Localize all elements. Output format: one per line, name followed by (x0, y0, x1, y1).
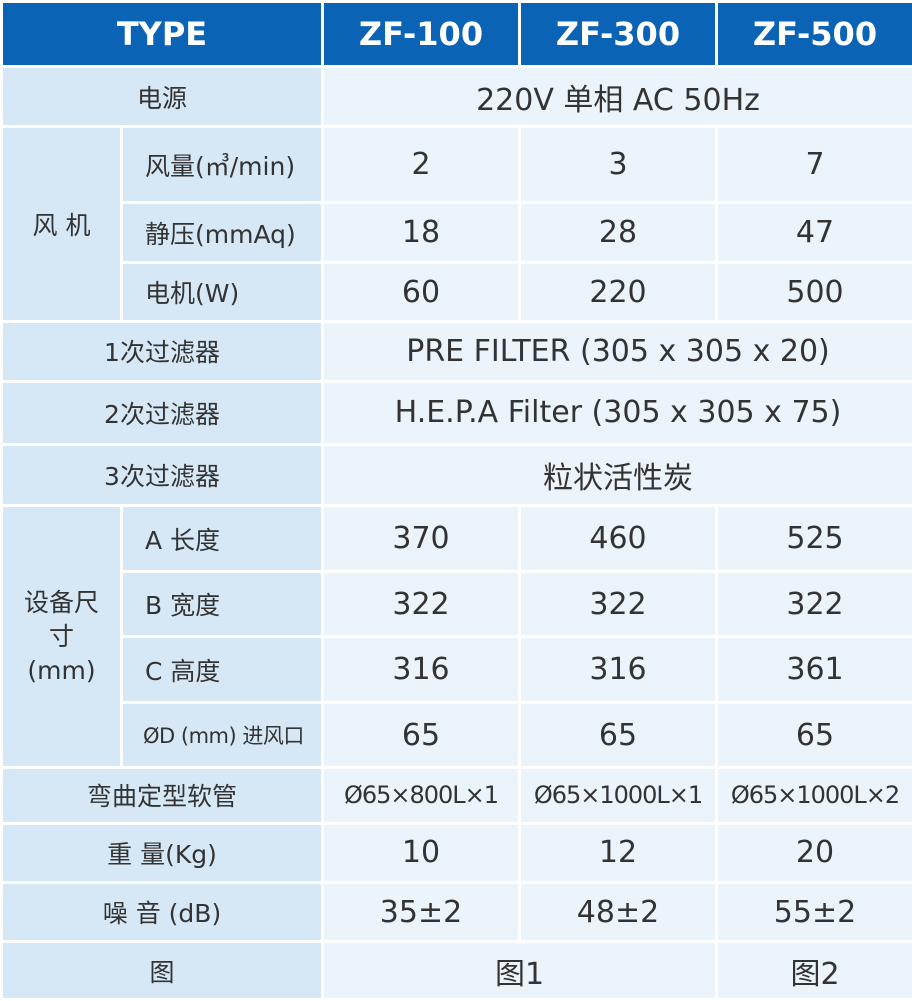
height-value: 316 (324, 638, 518, 701)
dimensions-group-label: 设备尺 寸 (mm) (3, 507, 120, 767)
length-value: 525 (718, 507, 912, 570)
model-header-zf300: ZF-300 (521, 3, 715, 66)
static-pressure-value: 18 (324, 204, 518, 261)
filter3-label: 3次过滤器 (3, 446, 321, 505)
noise-value: 35±2 (324, 884, 518, 941)
inlet-value: 65 (324, 703, 518, 767)
width-value: 322 (521, 572, 715, 636)
power-label: 电源 (3, 68, 321, 125)
filter1-value: PRE FILTER (305 x 305 x 20) (324, 323, 912, 380)
hose-label: 弯曲定型软管 (3, 769, 321, 822)
motor-label: 电机(W) (123, 263, 321, 321)
figure-row: 图 图1 图2 (3, 943, 912, 998)
noise-label: 噪 音 (dB) (3, 884, 321, 941)
inlet-value: 65 (521, 703, 715, 767)
dimensions-group-line: 寸 (48, 621, 74, 651)
inlet-value: 65 (718, 703, 912, 767)
filter1-row: 1次过滤器 PRE FILTER (305 x 305 x 20) (3, 323, 912, 380)
model-header-zf100: ZF-100 (324, 3, 518, 66)
inlet-row: ØD (mm) 进风口 65 65 65 (3, 703, 912, 767)
motor-value: 60 (324, 263, 518, 321)
height-row: C 高度 316 316 361 (3, 638, 912, 701)
static-pressure-value: 47 (718, 204, 912, 261)
width-value: 322 (324, 572, 518, 636)
filter2-value: H.E.P.A Filter (305 x 305 x 75) (324, 382, 912, 444)
model-header-zf500: ZF-500 (718, 3, 912, 66)
noise-value: 55±2 (718, 884, 912, 941)
header-row: TYPE ZF-100 ZF-300 ZF-500 (3, 3, 912, 66)
width-value: 322 (718, 572, 912, 636)
filter3-row: 3次过滤器 粒状活性炭 (3, 446, 912, 505)
airflow-row: 风 机 风量(㎥/min) 2 3 7 (3, 127, 912, 321)
noise-value: 48±2 (521, 884, 715, 941)
airflow-value: 2 (324, 127, 518, 202)
filter3-value: 粒状活性炭 (324, 446, 912, 505)
width-row: B 宽度 322 322 322 (3, 572, 912, 636)
length-value: 460 (521, 507, 715, 570)
filter1-label: 1次过滤器 (3, 323, 321, 380)
hose-value: Ø65×800L×1 (324, 769, 518, 822)
power-value: 220V 单相 AC 50Hz (324, 68, 912, 125)
static-pressure-label: 静压(mmAq) (123, 204, 321, 261)
figure-label: 图 (3, 943, 321, 998)
fan-group-label: 风 机 (3, 127, 120, 321)
weight-label: 重 量(Kg) (3, 824, 321, 882)
inlet-label: ØD (mm) 进风口 (123, 703, 321, 767)
weight-row: 重 量(Kg) 10 12 20 (3, 824, 912, 882)
length-value: 370 (324, 507, 518, 570)
hose-value: Ø65×1000L×1 (521, 769, 715, 822)
noise-row: 噪 音 (dB) 35±2 48±2 55±2 (3, 884, 912, 941)
height-label: C 高度 (123, 638, 321, 701)
length-row: 设备尺 寸 (mm) A 长度 370 460 525 (3, 507, 912, 767)
dimensions-group-unit: (mm) (27, 655, 96, 685)
hose-row: 弯曲定型软管 Ø65×800L×1 Ø65×1000L×1 Ø65×1000L×… (3, 769, 912, 822)
height-value: 361 (718, 638, 912, 701)
weight-value: 20 (718, 824, 912, 882)
filter2-row: 2次过滤器 H.E.P.A Filter (305 x 305 x 75) (3, 382, 912, 444)
power-row: 电源 220V 单相 AC 50Hz (3, 68, 912, 125)
filter2-label: 2次过滤器 (3, 382, 321, 444)
weight-value: 10 (324, 824, 518, 882)
motor-value: 220 (521, 263, 715, 321)
height-value: 316 (521, 638, 715, 701)
weight-value: 12 (521, 824, 715, 882)
length-label: A 长度 (123, 507, 321, 570)
airflow-value: 7 (718, 127, 912, 202)
static-pressure-value: 28 (521, 204, 715, 261)
airflow-label: 风量(㎥/min) (123, 127, 321, 202)
figure-ref: 图2 (718, 943, 912, 998)
motor-row: 电机(W) 60 220 500 (3, 263, 912, 321)
width-label: B 宽度 (123, 572, 321, 636)
hose-value: Ø65×1000L×2 (718, 769, 912, 822)
dimensions-group-line: 设备尺 (23, 587, 99, 617)
type-header: TYPE (3, 3, 321, 66)
static-pressure-row: 静压(mmAq) 18 28 47 (3, 204, 912, 261)
airflow-value: 3 (521, 127, 715, 202)
figure-ref: 图1 (324, 943, 715, 998)
motor-value: 500 (718, 263, 912, 321)
